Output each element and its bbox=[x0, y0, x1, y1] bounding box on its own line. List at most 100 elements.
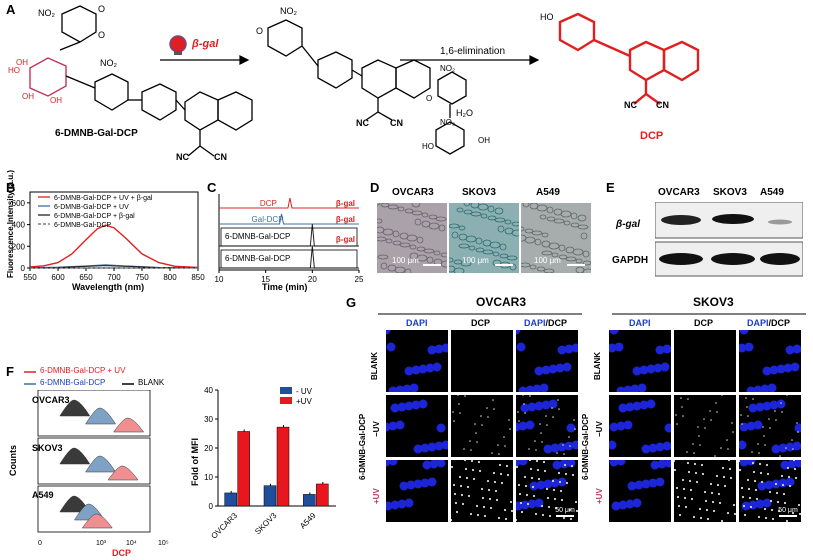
nucleus bbox=[739, 440, 747, 450]
cell-outline bbox=[524, 228, 534, 234]
intermediate-ring-1 bbox=[267, 19, 303, 57]
f-histogram-peak bbox=[59, 447, 91, 465]
nucleus bbox=[386, 330, 391, 335]
dcp-signal-dot bbox=[453, 492, 457, 496]
nucleus bbox=[520, 403, 530, 413]
dcp-signal-dot bbox=[536, 468, 540, 472]
b-xtick-label: 550 bbox=[23, 273, 37, 282]
dcp-signal-dot bbox=[710, 419, 712, 421]
nucleus bbox=[397, 499, 407, 509]
dcp-signal-dot bbox=[469, 512, 473, 516]
nucleus bbox=[420, 478, 430, 488]
tile-background bbox=[674, 330, 736, 392]
nucleus bbox=[609, 422, 619, 432]
dcp-signal-dot bbox=[491, 452, 493, 454]
band-gapdh-skov3 bbox=[711, 253, 755, 265]
dcp-signal-dot bbox=[558, 408, 560, 410]
mfi-ytick-label: 10 bbox=[204, 473, 213, 482]
dcp-signal-dot bbox=[766, 472, 770, 476]
cell-outline bbox=[529, 264, 537, 270]
g-scale-label: 50 μm bbox=[555, 507, 575, 514]
g-col-label: DAPI/DCP bbox=[747, 318, 790, 328]
cell-outline bbox=[453, 259, 463, 265]
nucleus bbox=[785, 477, 795, 487]
dcp-signal-dot bbox=[680, 397, 682, 399]
dcp-signal-dot bbox=[704, 499, 708, 503]
dcp-signal-dot bbox=[690, 497, 694, 501]
dcp-signal-dot bbox=[674, 468, 677, 472]
dcp-signal-dot bbox=[774, 410, 776, 412]
dcp-signal-dot bbox=[720, 447, 722, 449]
cell-outline bbox=[411, 210, 423, 216]
dcp-signal-dot bbox=[541, 441, 543, 443]
nucleus bbox=[562, 362, 572, 372]
dcp-signal-dot bbox=[551, 479, 555, 483]
cell-outline bbox=[475, 247, 485, 253]
dcp-signal-dot bbox=[451, 465, 454, 469]
dcp-signal-dot bbox=[788, 484, 792, 488]
nucleus bbox=[518, 460, 528, 466]
micrograph-ovcar3 bbox=[377, 203, 447, 273]
f-row-ovcar3: OVCAR3 bbox=[32, 395, 70, 405]
nucleus bbox=[402, 384, 412, 392]
nucleus bbox=[641, 479, 651, 489]
confocal-tile: 50 μm bbox=[739, 460, 801, 522]
nucleus bbox=[632, 498, 642, 508]
dcp-signal-dot bbox=[718, 501, 722, 505]
dcp-signal-dot bbox=[727, 448, 729, 450]
oh-label-1: OH bbox=[16, 58, 28, 67]
dcp-signal-dot bbox=[467, 494, 471, 498]
b-xtick-label: 800 bbox=[163, 273, 177, 282]
cell-outline bbox=[392, 240, 402, 246]
b-series-line bbox=[29, 224, 199, 269]
dcp-signal-dot bbox=[476, 441, 478, 443]
cell-outline bbox=[497, 225, 505, 233]
nucleus bbox=[655, 477, 665, 487]
dcp-signal-dot bbox=[504, 517, 508, 521]
nucleus bbox=[539, 383, 549, 392]
dcp-signal-dot bbox=[722, 475, 726, 479]
dcp-signal-dot bbox=[470, 449, 472, 451]
dcp-signal-dot bbox=[475, 504, 479, 508]
mfi-category-label: A549 bbox=[298, 511, 318, 531]
panel-f-label: F bbox=[6, 364, 14, 379]
dcp-signal-dot bbox=[574, 428, 576, 430]
nucleus bbox=[557, 442, 567, 452]
g-col-label: DCP bbox=[471, 318, 491, 328]
tile-background bbox=[739, 330, 801, 392]
nucleus bbox=[571, 343, 578, 353]
dcp-signal-dot bbox=[674, 460, 676, 463]
dcp-signal-dot bbox=[547, 505, 551, 509]
dcp-signal-dot bbox=[783, 501, 787, 505]
g-col-label: DCP bbox=[694, 318, 714, 328]
nucleus bbox=[757, 481, 767, 491]
dcp-signal-dot bbox=[780, 474, 784, 478]
cell-outline bbox=[475, 237, 483, 245]
dcp-signal-dot bbox=[786, 466, 790, 470]
dcp-signal-dot bbox=[454, 501, 458, 505]
tile-background bbox=[516, 330, 578, 392]
nucleus bbox=[427, 345, 437, 355]
micrograph-skov3 bbox=[449, 203, 519, 273]
dcp-signal-dot bbox=[687, 398, 689, 400]
nucleus bbox=[404, 401, 414, 411]
nucleus bbox=[625, 402, 635, 412]
nucleus bbox=[637, 383, 647, 392]
dcp-signal-dot bbox=[518, 420, 520, 422]
no2-label-2: NO₂ bbox=[100, 58, 117, 68]
dcp-signal-dot bbox=[752, 470, 756, 474]
quinone-methide-ring bbox=[437, 71, 467, 105]
dcp-signal-dot bbox=[570, 464, 574, 468]
nucleus bbox=[787, 460, 797, 469]
cell-outline bbox=[543, 268, 555, 273]
nucleus bbox=[543, 444, 553, 454]
nucleus bbox=[388, 460, 398, 466]
cell-outline bbox=[582, 260, 591, 266]
dcp-signal-dot bbox=[575, 509, 578, 513]
cell-outline bbox=[385, 238, 393, 244]
nucleus bbox=[746, 386, 756, 392]
dcp-signal-dot bbox=[771, 517, 775, 521]
dcp-signal-dot bbox=[698, 507, 702, 511]
dcp-signal-dot bbox=[452, 411, 454, 413]
band-bgal-ovcar3 bbox=[661, 215, 701, 225]
